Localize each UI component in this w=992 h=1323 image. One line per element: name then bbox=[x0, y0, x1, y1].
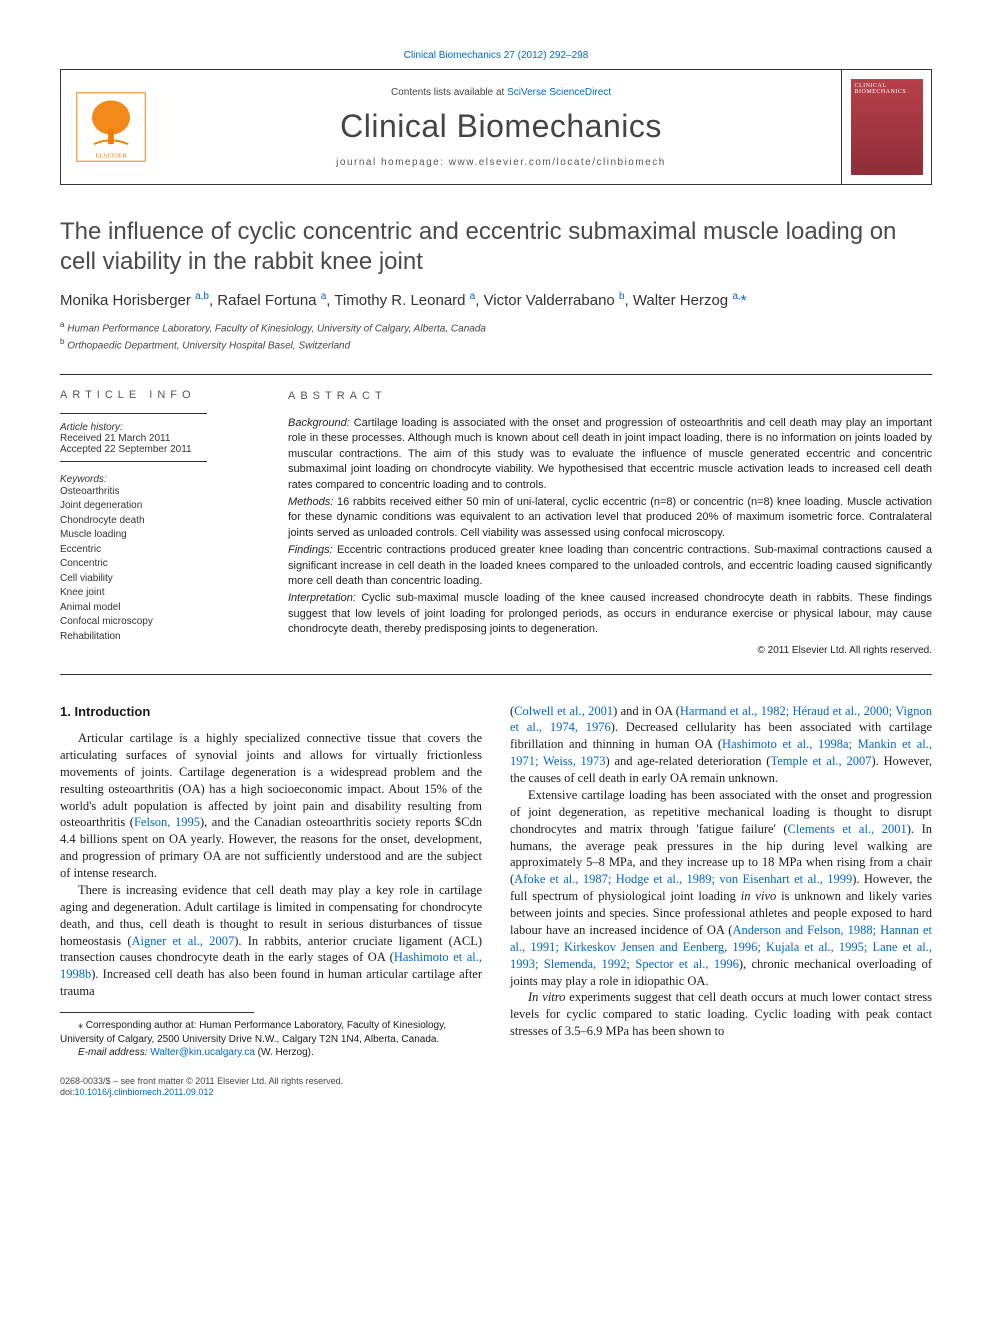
email-footnote: E-mail address: Walter@kin.ucalgary.ca (… bbox=[60, 1046, 482, 1060]
front-matter-meta: 0268-0033/$ – see front matter © 2011 El… bbox=[60, 1076, 482, 1099]
abstract-background: Background: Cartilage loading is associa… bbox=[288, 416, 932, 493]
header-center: Contents lists available at SciVerse Sci… bbox=[161, 70, 841, 184]
intro-para-2: There is increasing evidence that cell d… bbox=[60, 882, 482, 1000]
svg-text:ELSEVIER: ELSEVIER bbox=[95, 152, 127, 159]
keyword: Osteoarthritis bbox=[60, 485, 256, 500]
journal-name: Clinical Biomechanics bbox=[340, 108, 662, 145]
keyword: Joint degeneration bbox=[60, 499, 256, 514]
column-right: (Colwell et al., 2001) and in OA (Harman… bbox=[510, 703, 932, 1099]
keywords-label: Keywords: bbox=[60, 474, 256, 485]
intro-para-1: Articular cartilage is a highly speciali… bbox=[60, 730, 482, 882]
keyword: Animal model bbox=[60, 601, 256, 616]
abstract-panel: ABSTRACT Background: Cartilage loading i… bbox=[270, 375, 932, 674]
keyword: Chondrocyte death bbox=[60, 514, 256, 529]
keyword: Concentric bbox=[60, 557, 256, 572]
col2-para-1: (Colwell et al., 2001) and in OA (Harman… bbox=[510, 703, 932, 787]
abstract-methods: Methods: 16 rabbits received either 50 m… bbox=[288, 495, 932, 541]
footnote-separator bbox=[60, 1012, 254, 1013]
affiliations: a Human Performance Laboratory, Faculty … bbox=[60, 319, 932, 354]
ref-clements-2001[interactable]: Clements et al., 2001 bbox=[788, 822, 907, 836]
issn-line: 0268-0033/$ – see front matter © 2011 El… bbox=[60, 1076, 482, 1088]
col2-para-2: Extensive cartilage loading has been ass… bbox=[510, 787, 932, 990]
ref-temple-2007[interactable]: Temple et al., 2007 bbox=[770, 754, 871, 768]
elsevier-tree-icon: ELSEVIER bbox=[73, 89, 149, 165]
elsevier-logo: ELSEVIER bbox=[61, 70, 161, 184]
abstract-findings: Findings: Eccentric contractions produce… bbox=[288, 543, 932, 589]
article-info-head: ARTICLE INFO bbox=[60, 389, 256, 401]
abstract-interpretation: Interpretation: Cyclic sub-maximal muscl… bbox=[288, 591, 932, 637]
abstract-copyright: © 2011 Elsevier Ltd. All rights reserved… bbox=[288, 644, 932, 658]
keywords-list: OsteoarthritisJoint degenerationChondroc… bbox=[60, 485, 256, 645]
accepted-date: Accepted 22 September 2011 bbox=[60, 444, 256, 455]
info-rule-2 bbox=[60, 461, 207, 462]
email-link[interactable]: Walter@kin.ucalgary.ca bbox=[150, 1047, 255, 1058]
keyword: Muscle loading bbox=[60, 528, 256, 543]
contents-line: Contents lists available at SciVerse Sci… bbox=[391, 87, 611, 98]
keyword: Eccentric bbox=[60, 543, 256, 558]
sciencedirect-link[interactable]: SciVerse ScienceDirect bbox=[507, 87, 611, 98]
col2-para-3: In vitro experiments suggest that cell d… bbox=[510, 989, 932, 1040]
journal-cover-thumb: CLINICAL BIOMECHANICS bbox=[841, 70, 931, 184]
doi-link[interactable]: 10.1016/j.clinbiomech.2011.09.012 bbox=[75, 1087, 214, 1097]
citation-link[interactable]: Clinical Biomechanics 27 (2012) 292–298 bbox=[404, 50, 589, 61]
body-columns: 1. Introduction Articular cartilage is a… bbox=[60, 703, 932, 1099]
journal-homepage: journal homepage: www.elsevier.com/locat… bbox=[336, 157, 666, 168]
corresponding-author-footnote: ⁎ Corresponding author at: Human Perform… bbox=[60, 1019, 482, 1046]
article-info-panel: ARTICLE INFO Article history: Received 2… bbox=[60, 375, 270, 674]
history-label: Article history: bbox=[60, 422, 256, 433]
info-rule bbox=[60, 413, 207, 414]
doi-line: doi:10.1016/j.clinbiomech.2011.09.012 bbox=[60, 1087, 482, 1099]
affiliation-a: a Human Performance Laboratory, Faculty … bbox=[60, 319, 932, 336]
keyword: Rehabilitation bbox=[60, 630, 256, 645]
received-date: Received 21 March 2011 bbox=[60, 433, 256, 444]
article-title: The influence of cyclic concentric and e… bbox=[60, 217, 932, 277]
journal-header: ELSEVIER Contents lists available at Sci… bbox=[60, 69, 932, 185]
ref-felson-1995[interactable]: Felson, 1995 bbox=[134, 815, 200, 829]
ref-afoke-etc[interactable]: Afoke et al., 1987; Hodge et al., 1989; … bbox=[514, 872, 852, 886]
ref-colwell-2001[interactable]: Colwell et al., 2001 bbox=[514, 704, 613, 718]
abstract-head: ABSTRACT bbox=[288, 389, 932, 404]
keyword: Cell viability bbox=[60, 572, 256, 587]
authors-list: Monika Horisberger a,b, Rafael Fortuna a… bbox=[60, 291, 932, 309]
keyword: Knee joint bbox=[60, 586, 256, 601]
keyword: Confocal microscopy bbox=[60, 615, 256, 630]
intro-heading: 1. Introduction bbox=[60, 703, 482, 721]
ref-aigner-2007[interactable]: Aigner et al., 2007 bbox=[132, 934, 235, 948]
citation-header: Clinical Biomechanics 27 (2012) 292–298 bbox=[60, 50, 932, 61]
column-left: 1. Introduction Articular cartilage is a… bbox=[60, 703, 482, 1099]
affiliation-b: b Orthopaedic Department, University Hos… bbox=[60, 336, 932, 353]
